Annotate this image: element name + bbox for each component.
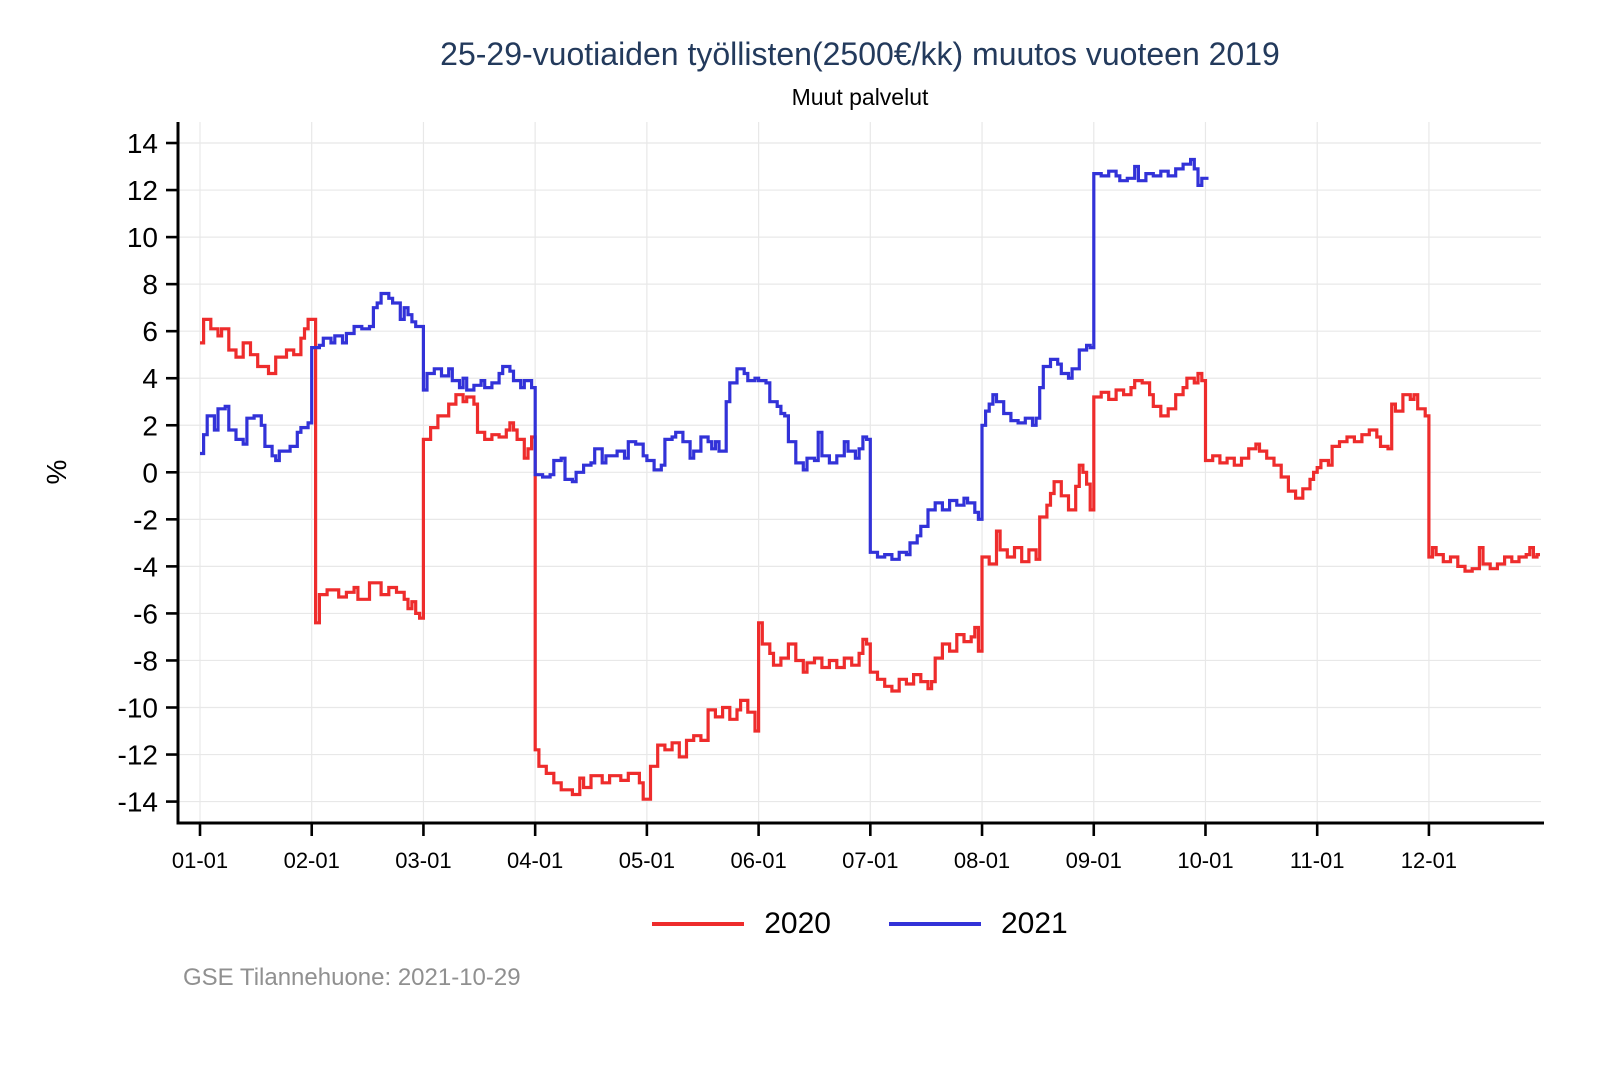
chart-title: 25-29-vuotiaiden työllisten(2500€/kk) mu…: [440, 36, 1280, 72]
series-line-2021: [200, 157, 1209, 561]
y-tick-label: 12: [127, 175, 158, 206]
x-tick-label: 02-01: [284, 848, 340, 873]
y-tick-label: 6: [142, 316, 158, 347]
x-tick-label: 11-01: [1290, 848, 1345, 873]
legend-item-2020: 2020: [652, 907, 831, 941]
y-tick-label: 10: [127, 222, 158, 253]
x-tick-label: 12-01: [1401, 848, 1457, 873]
legend-label-2020: 2020: [764, 907, 831, 940]
series-lines: [200, 157, 1540, 801]
y-tick-label: 4: [142, 363, 158, 394]
legend: 2020 2021: [120, 900, 1600, 948]
x-tick-label: 06-01: [730, 848, 786, 873]
axes: [176, 122, 1544, 825]
x-tick-label: 03-01: [395, 848, 451, 873]
legend-item-2021: 2021: [889, 907, 1068, 941]
y-tick-label: -2: [133, 504, 158, 535]
tick-labels: 14 12 10 8 6 4 2 0 -2 -4 -6 -8 -10 -12 -14 01-01 02-01 03…: [118, 128, 1458, 873]
y-tick-label: 8: [142, 269, 158, 300]
gridlines: [178, 122, 1541, 823]
y-axis-label: %: [41, 460, 72, 485]
y-tick-label: -10: [118, 693, 158, 724]
chart-canvas: 14 12 10 8 6 4 2 0 -2 -4 -6 -8 -10 -12 -14 01-01 02-01 03…: [41, 122, 1544, 873]
y-tick-label: -14: [118, 787, 158, 818]
y-tick-label: -4: [133, 551, 158, 582]
source-note: GSE Tilannehuone: 2021-10-29: [183, 964, 521, 991]
legend-label-2021: 2021: [1001, 907, 1068, 940]
y-tick-label: 0: [142, 457, 158, 488]
x-tick-label: 08-01: [954, 848, 1010, 873]
y-tick-label: 14: [127, 128, 158, 159]
y-tick-label: -6: [133, 598, 158, 629]
legend-line-2020: [652, 922, 745, 926]
x-tick-label: 10-01: [1177, 848, 1233, 873]
y-tick-label: 2: [142, 410, 158, 441]
y-tick-label: -12: [118, 740, 158, 771]
chart-subtitle: Muut palvelut: [791, 84, 929, 110]
x-tick-label: 09-01: [1066, 848, 1122, 873]
x-tick-label: 04-01: [507, 848, 563, 873]
legend-line-2021: [889, 922, 981, 926]
x-tick-label: 01-01: [172, 848, 228, 873]
x-tick-label: 05-01: [619, 848, 675, 873]
y-tick-label: -8: [133, 645, 158, 676]
x-tick-label: 07-01: [842, 848, 898, 873]
series-line-2020: [200, 317, 1540, 801]
